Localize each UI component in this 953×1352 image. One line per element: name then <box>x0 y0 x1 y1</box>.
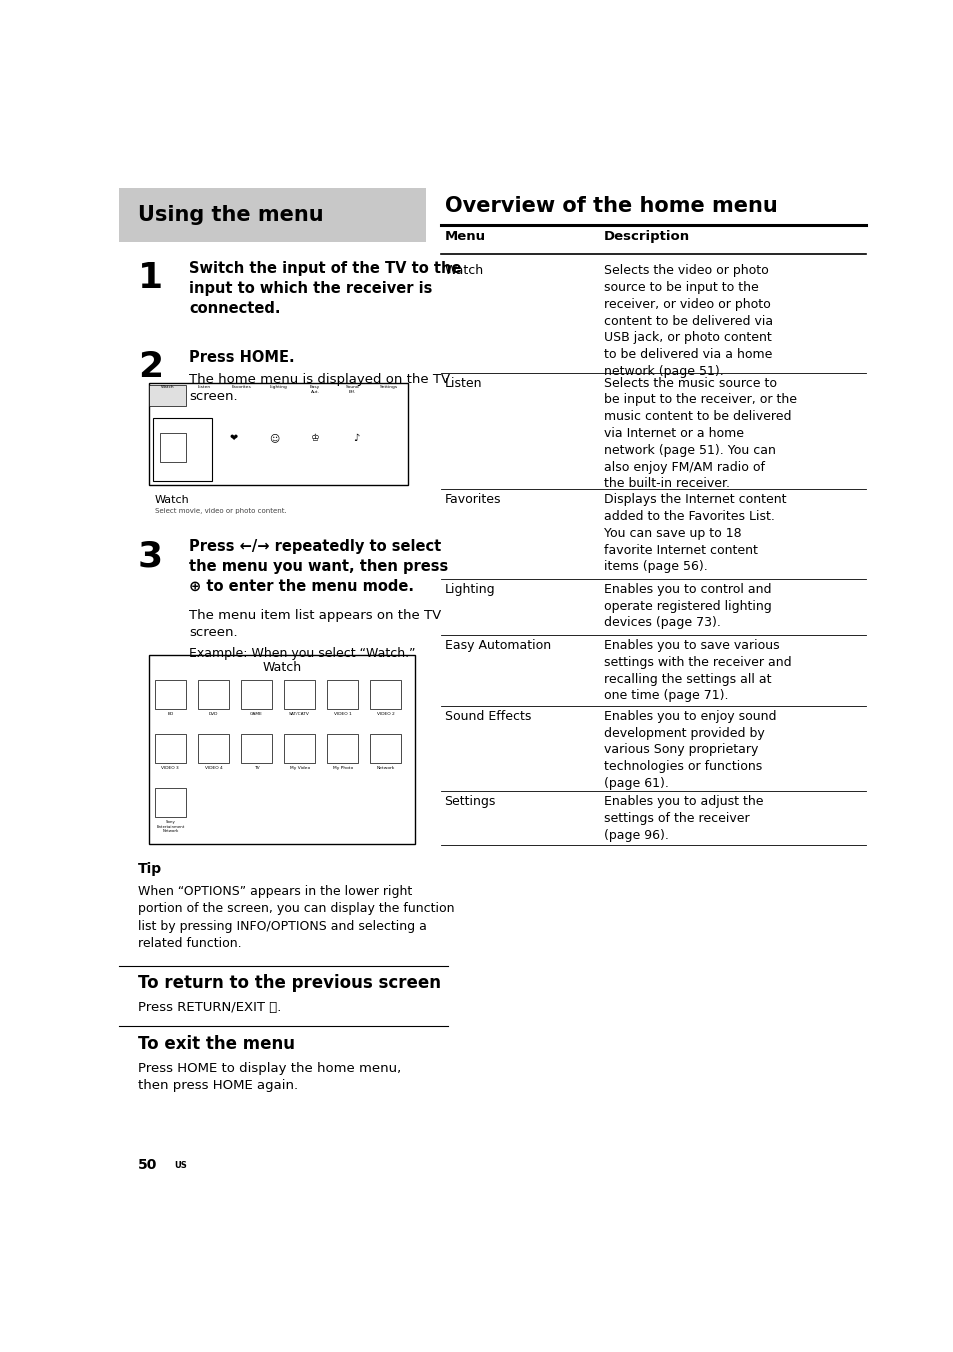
Text: Network: Network <box>376 767 395 771</box>
Bar <box>154 788 186 817</box>
Text: Enables you to adjust the
settings of the receiver
(page 96).: Enables you to adjust the settings of th… <box>603 795 762 842</box>
Bar <box>149 654 415 844</box>
Text: ♔: ♔ <box>311 433 319 443</box>
Bar <box>284 680 314 708</box>
Text: Settings: Settings <box>379 385 397 389</box>
Text: Displays the Internet content
added to the Favorites List.
You can save up to 18: Displays the Internet content added to t… <box>603 493 785 573</box>
Text: Enables you to control and
operate registered lighting
devices (page 73).: Enables you to control and operate regis… <box>603 583 770 630</box>
Text: Switch the input of the TV to the
input to which the receiver is
connected.: Switch the input of the TV to the input … <box>190 261 461 316</box>
Bar <box>149 385 186 406</box>
Text: ☺: ☺ <box>269 433 279 443</box>
Text: Enables you to enjoy sound
development provided by
various Sony proprietary
tech: Enables you to enjoy sound development p… <box>603 710 775 790</box>
Text: Press HOME to display the home menu,
then press HOME again.: Press HOME to display the home menu, the… <box>137 1061 400 1092</box>
Text: Easy Automation: Easy Automation <box>444 639 550 652</box>
Text: VIDEO 3: VIDEO 3 <box>161 767 179 771</box>
Text: Sound Effects: Sound Effects <box>444 710 531 723</box>
Bar <box>370 734 401 763</box>
Text: 50: 50 <box>137 1159 157 1172</box>
Text: Watch: Watch <box>262 661 301 673</box>
Text: Watch: Watch <box>160 385 174 389</box>
Text: 3: 3 <box>137 539 163 573</box>
Text: Listen: Listen <box>444 377 481 389</box>
Text: 2: 2 <box>137 350 163 384</box>
Text: VIDEO 4: VIDEO 4 <box>204 767 222 771</box>
Text: SAT/CATV: SAT/CATV <box>289 713 310 717</box>
Text: ♪: ♪ <box>353 433 358 443</box>
Text: Sound
Eff.: Sound Eff. <box>345 385 358 393</box>
Bar <box>284 734 314 763</box>
Text: ❤: ❤ <box>230 433 237 443</box>
Bar <box>327 734 358 763</box>
Text: Description: Description <box>603 230 689 243</box>
Text: To return to the previous screen: To return to the previous screen <box>137 975 440 992</box>
Text: Watch: Watch <box>154 495 190 506</box>
Text: Lighting: Lighting <box>444 583 495 596</box>
Bar <box>197 734 229 763</box>
Bar <box>241 680 272 708</box>
Text: Enables you to save various
settings with the receiver and
recalling the setting: Enables you to save various settings wit… <box>603 639 790 703</box>
Text: BD: BD <box>167 713 173 717</box>
Text: Tip: Tip <box>137 861 162 876</box>
Text: My Photo: My Photo <box>333 767 353 771</box>
Text: VIDEO 1: VIDEO 1 <box>334 713 352 717</box>
Text: Press RETURN/EXIT ⌛.: Press RETURN/EXIT ⌛. <box>137 1002 281 1014</box>
Bar <box>241 734 272 763</box>
Bar <box>154 734 186 763</box>
Bar <box>154 680 186 708</box>
Bar <box>149 383 407 485</box>
Text: VIDEO 2: VIDEO 2 <box>376 713 395 717</box>
Text: 1: 1 <box>137 261 163 295</box>
Text: Favorites: Favorites <box>232 385 251 389</box>
Bar <box>160 433 186 462</box>
Bar <box>152 418 212 481</box>
Text: Easy
Aut.: Easy Aut. <box>310 385 320 393</box>
Text: Selects the video or photo
source to be input to the
receiver, or video or photo: Selects the video or photo source to be … <box>603 264 772 379</box>
Text: Sony
Entertainment
Network: Sony Entertainment Network <box>156 821 184 833</box>
Text: To exit the menu: To exit the menu <box>137 1034 294 1053</box>
Bar <box>197 680 229 708</box>
Text: Lighting: Lighting <box>269 385 287 389</box>
Text: Press ←/→ repeatedly to select
the menu you want, then press
⊕ to enter the menu: Press ←/→ repeatedly to select the menu … <box>190 539 448 594</box>
Text: Settings: Settings <box>444 795 496 808</box>
Text: Watch: Watch <box>444 264 483 277</box>
Text: Using the menu: Using the menu <box>137 206 323 226</box>
Text: TV: TV <box>253 767 259 771</box>
Text: My Video: My Video <box>290 767 310 771</box>
Text: Menu: Menu <box>444 230 485 243</box>
Text: Selects the music source to
be input to the receiver, or the
music content to be: Selects the music source to be input to … <box>603 377 796 491</box>
Text: Listen: Listen <box>197 385 211 389</box>
FancyBboxPatch shape <box>119 188 426 242</box>
Bar <box>327 680 358 708</box>
Text: The home menu is displayed on the TV
screen.: The home menu is displayed on the TV scr… <box>190 373 450 403</box>
Text: GAME: GAME <box>250 713 263 717</box>
Text: Example: When you select “Watch.”: Example: When you select “Watch.” <box>190 648 416 660</box>
Text: DVD: DVD <box>209 713 218 717</box>
Bar <box>370 680 401 708</box>
Text: Press HOME.: Press HOME. <box>190 350 294 365</box>
Text: The menu item list appears on the TV
screen.: The menu item list appears on the TV scr… <box>190 608 441 639</box>
Text: Select movie, video or photo content.: Select movie, video or photo content. <box>154 508 286 514</box>
Text: Overview of the home menu: Overview of the home menu <box>444 196 777 215</box>
Text: When “OPTIONS” appears in the lower right
portion of the screen, you can display: When “OPTIONS” appears in the lower righ… <box>137 884 454 950</box>
Text: Favorites: Favorites <box>444 493 500 506</box>
Text: US: US <box>173 1161 187 1169</box>
